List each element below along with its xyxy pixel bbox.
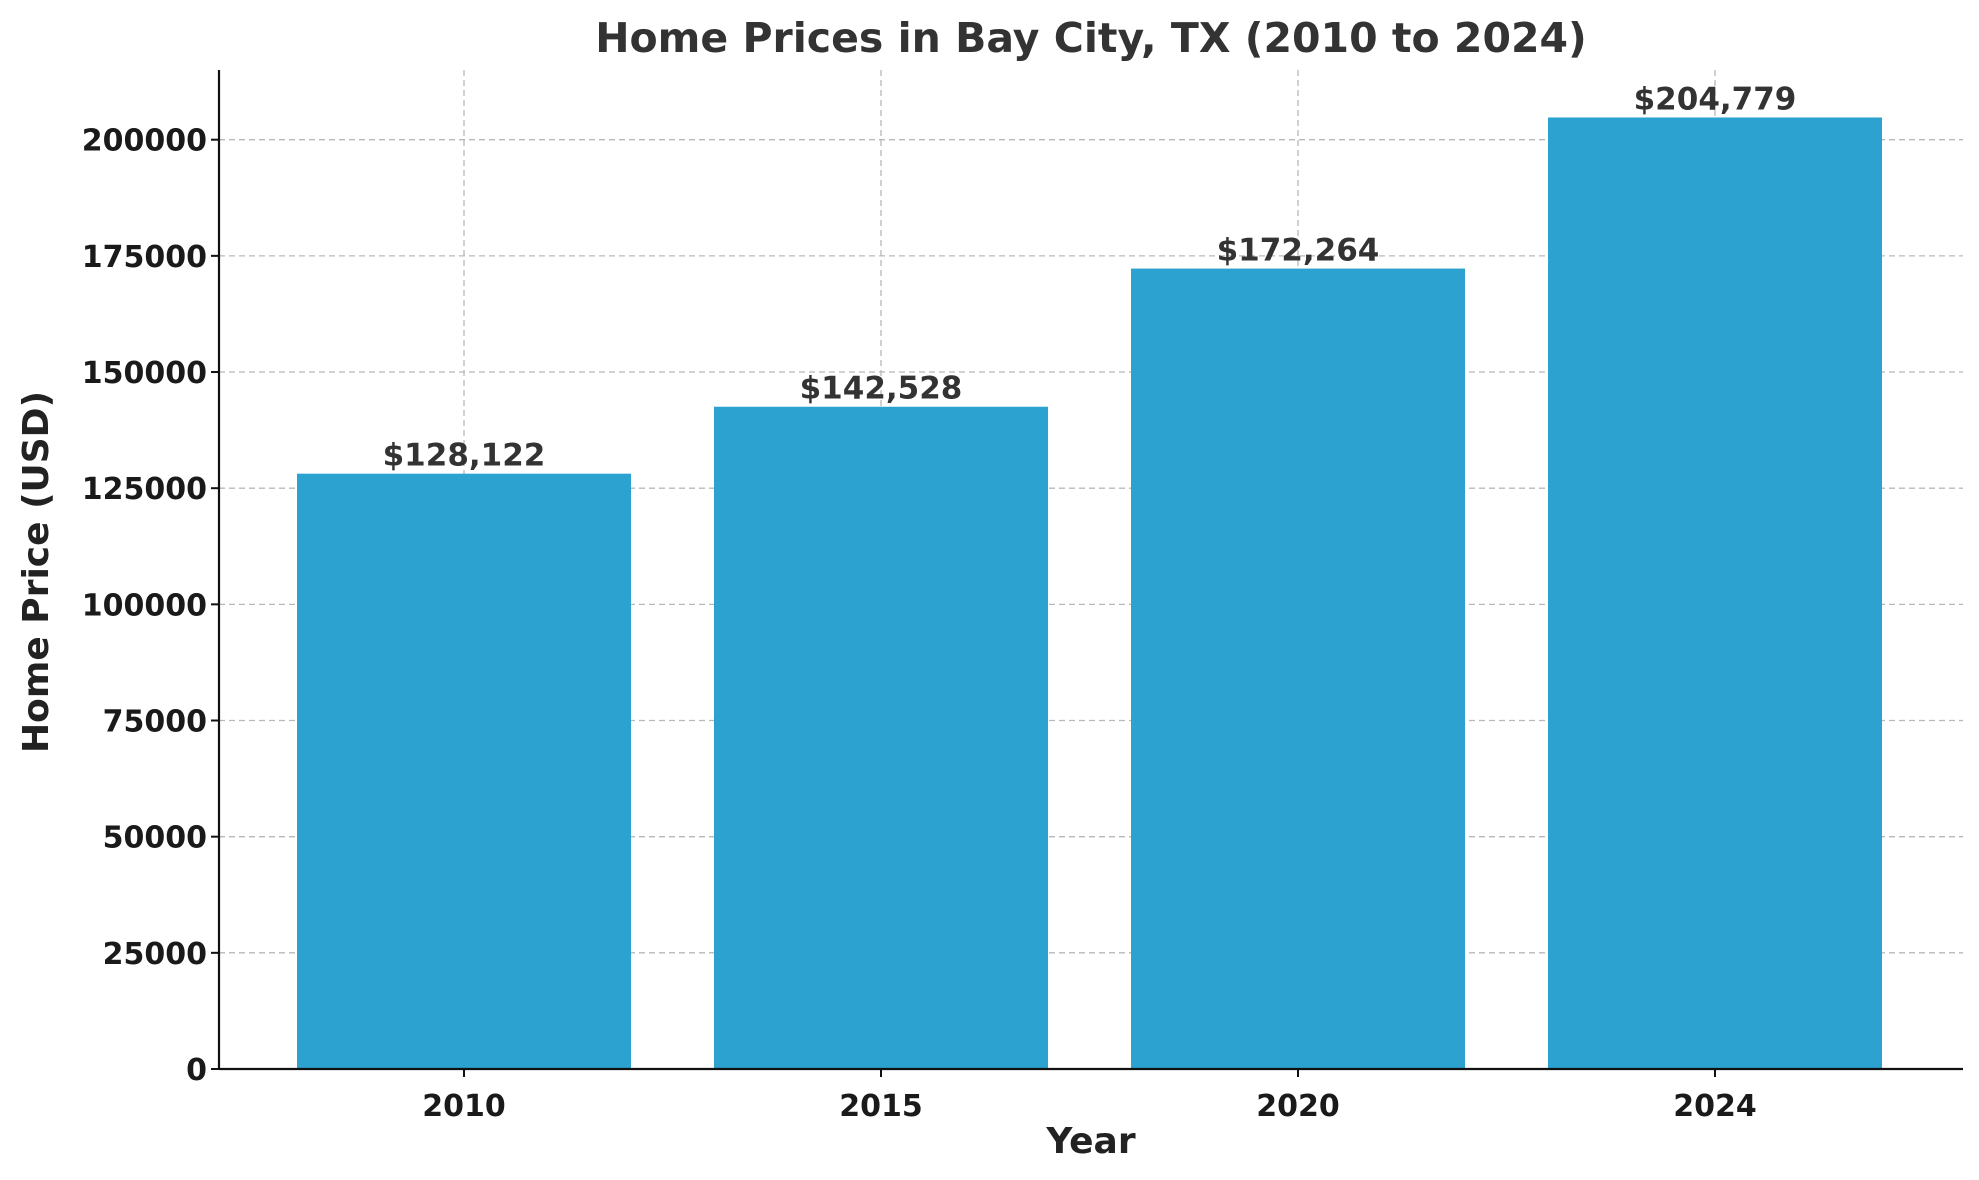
y-tick-label: 175000 xyxy=(82,240,207,275)
bar-value-label: $128,122 xyxy=(383,438,546,474)
bar-2015 xyxy=(714,406,1048,1069)
bar-value-label: $204,779 xyxy=(1634,81,1797,117)
bar-2020 xyxy=(1131,268,1465,1069)
bars xyxy=(297,117,1882,1069)
y-tick-label: 100000 xyxy=(82,588,207,623)
x-tick-label: 2010 xyxy=(422,1089,506,1124)
x-axis-label: Year xyxy=(1045,1121,1135,1162)
y-tick-label: 75000 xyxy=(103,705,207,740)
x-tick-label: 2015 xyxy=(839,1089,923,1124)
bar-2024 xyxy=(1548,117,1882,1069)
labels: 0 25000 50000 75000 100000 125000 150000 175000… xyxy=(82,81,1797,1124)
y-tick-label: 25000 xyxy=(103,937,207,972)
bar-value-label: $172,264 xyxy=(1217,233,1380,269)
y-axis-label: Home Price (USD) xyxy=(16,391,57,753)
y-tick-label: 125000 xyxy=(82,472,207,507)
y-tick-label: 200000 xyxy=(82,124,207,159)
y-tick-label: 150000 xyxy=(82,356,207,391)
bar-2010 xyxy=(297,473,631,1069)
chart-title: Home Prices in Bay City, TX (2010 to 202… xyxy=(595,14,1587,62)
bar-value-label: $142,528 xyxy=(800,371,963,407)
axes xyxy=(211,70,1963,1077)
y-tick-label: 0 xyxy=(186,1053,207,1088)
x-tick-label: 2020 xyxy=(1256,1089,1340,1124)
y-tick-label: 50000 xyxy=(103,821,207,856)
x-tick-label: 2024 xyxy=(1673,1089,1757,1124)
